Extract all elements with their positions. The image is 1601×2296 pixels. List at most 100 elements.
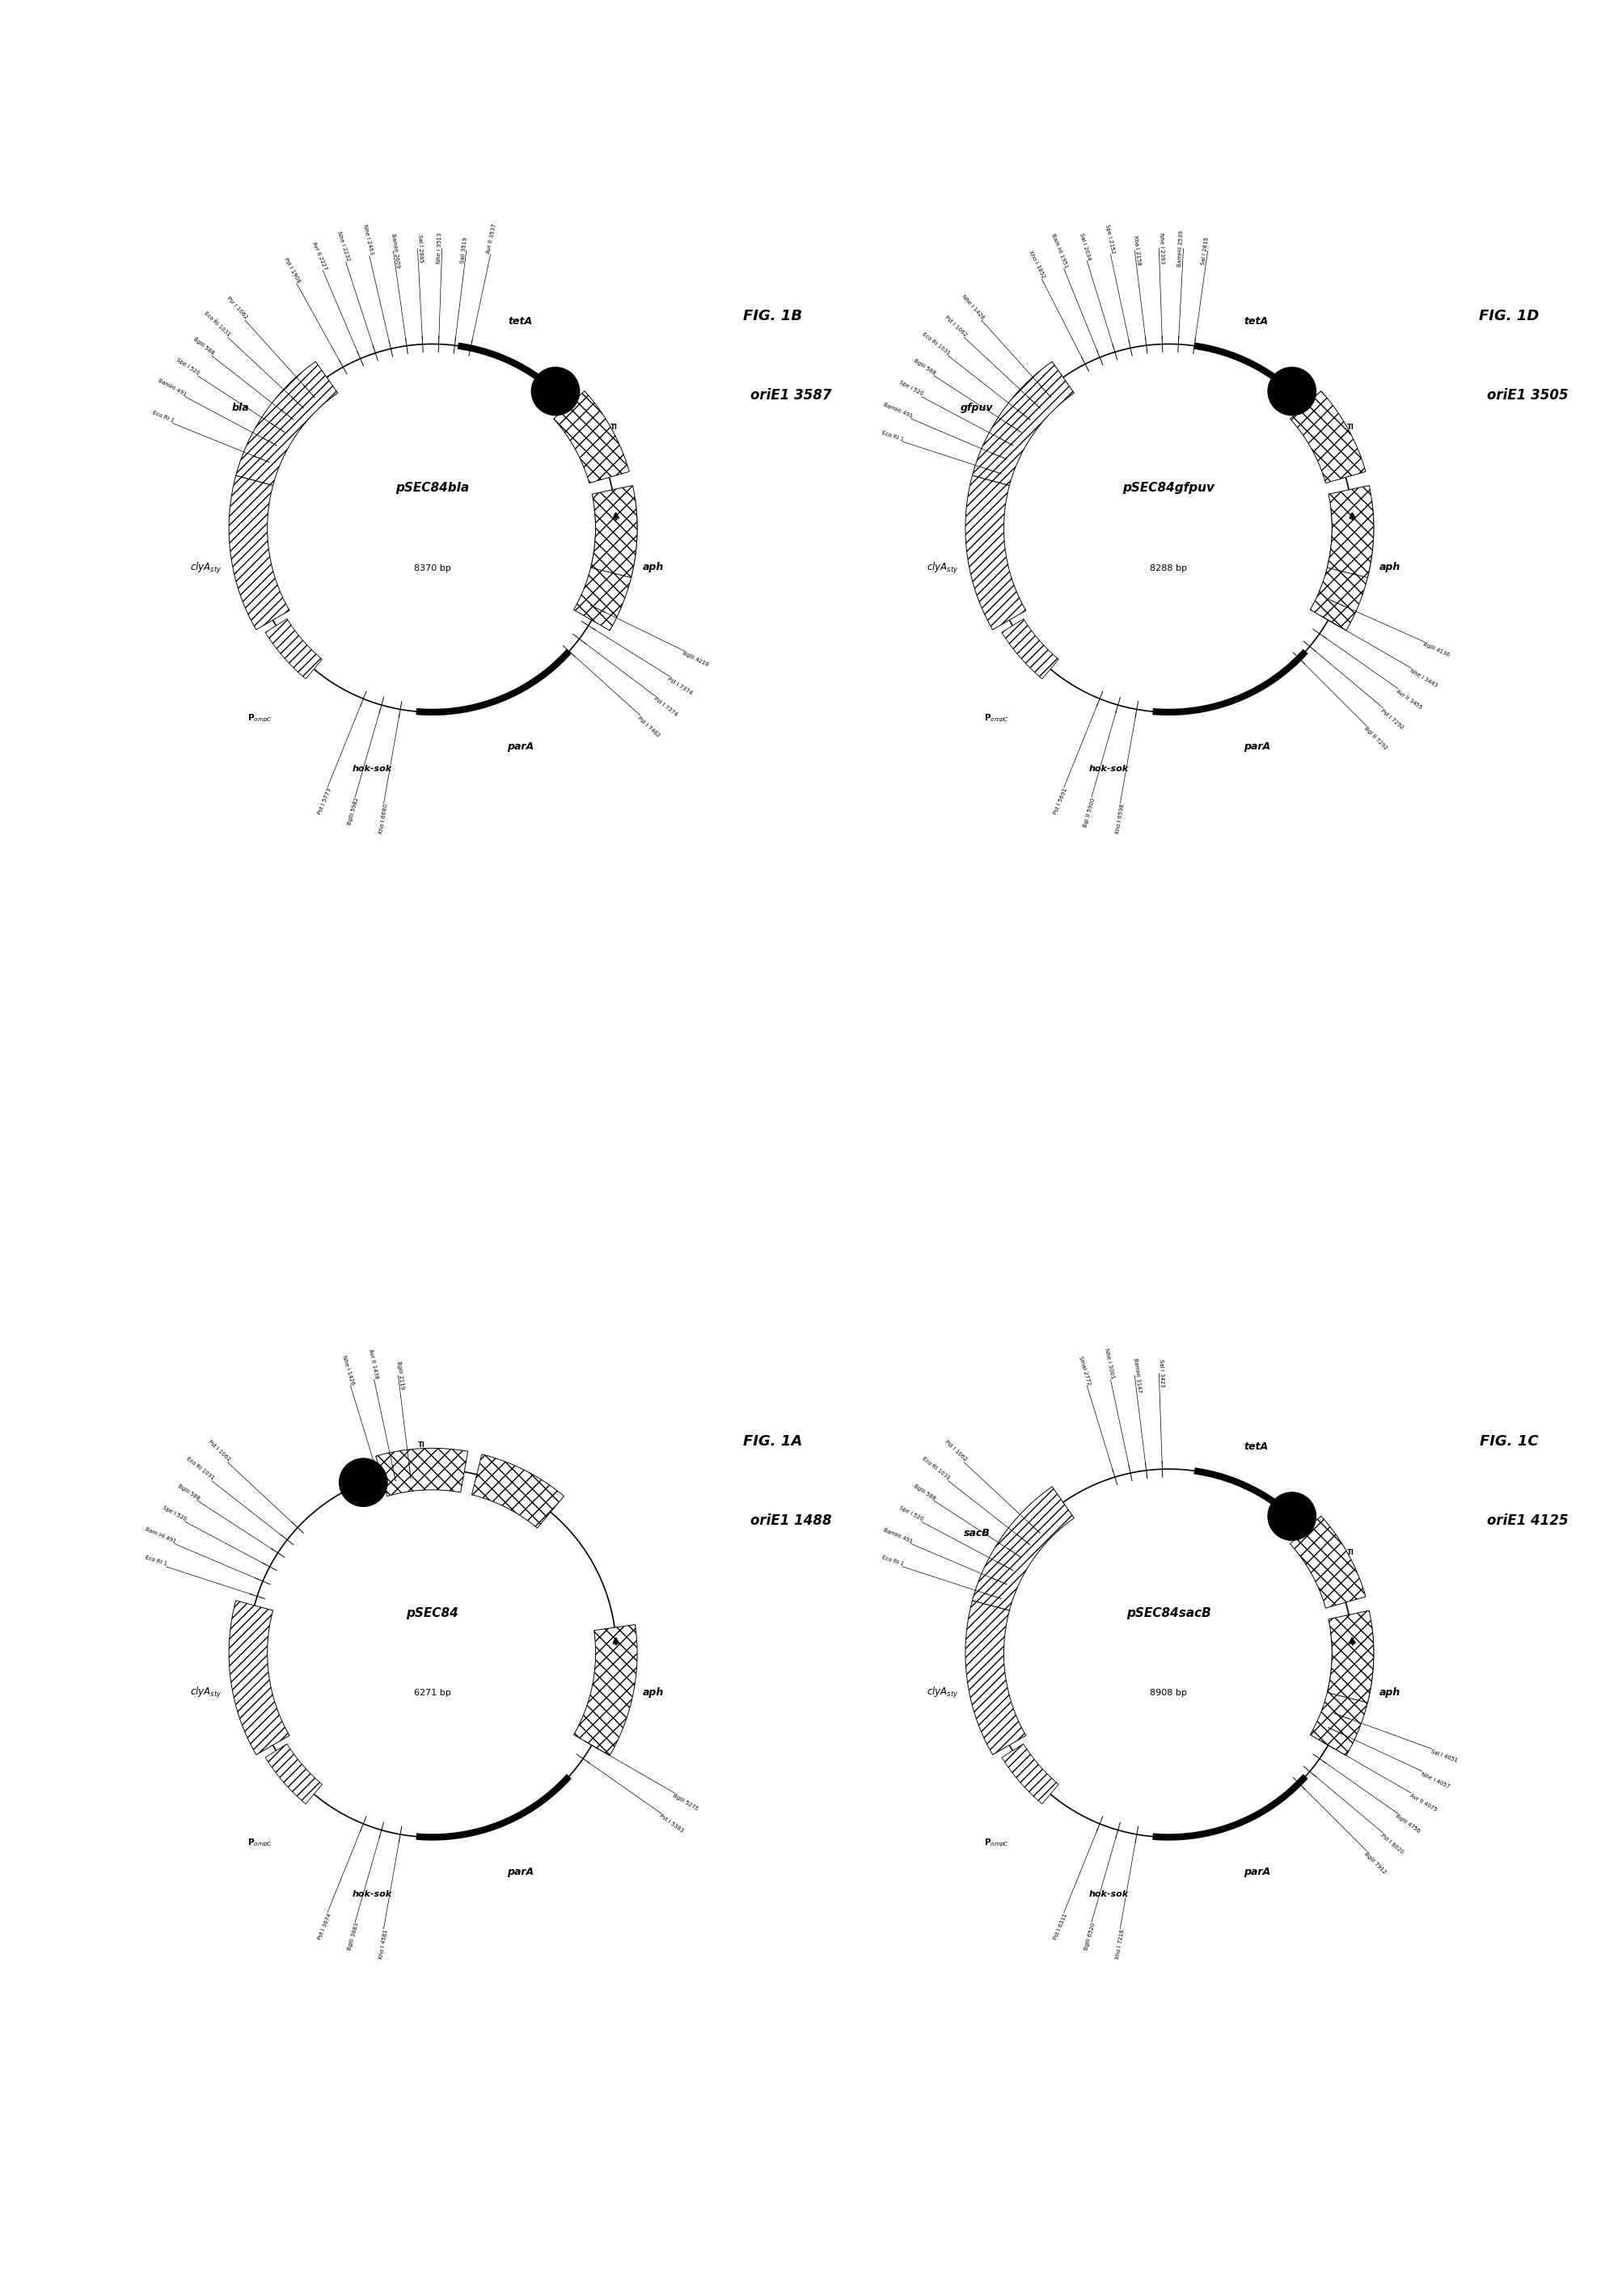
Text: BgI II 7292: BgI II 7292 <box>1362 726 1388 751</box>
Text: Pst I 5773: Pst I 5773 <box>317 788 331 815</box>
Ellipse shape <box>1268 367 1316 416</box>
Text: Spe I 520: Spe I 520 <box>898 1506 924 1522</box>
Text: Nhe I 2393: Nhe I 2393 <box>1159 232 1164 264</box>
Text: gfpuv: gfpuv <box>961 402 993 413</box>
Text: BamHI 3147: BamHI 3147 <box>1132 1357 1142 1394</box>
Text: BglII 5275: BglII 5275 <box>672 1793 700 1812</box>
Text: $clyA_{sty}$: $clyA_{sty}$ <box>191 560 221 576</box>
Text: Pst I 1062: Pst I 1062 <box>207 1440 231 1463</box>
Text: bla: bla <box>232 402 250 413</box>
Polygon shape <box>235 360 338 484</box>
Text: BglII 588: BglII 588 <box>913 1483 937 1502</box>
Polygon shape <box>573 1626 637 1756</box>
Text: Pst I 3674: Pst I 3674 <box>317 1913 331 1940</box>
Text: tetA: tetA <box>508 317 532 326</box>
Text: Pst I 8020: Pst I 8020 <box>1380 1832 1404 1855</box>
Text: SaI I 2034: SaI I 2034 <box>1079 232 1092 259</box>
Text: parA: parA <box>1244 1867 1271 1876</box>
Ellipse shape <box>1268 1492 1316 1541</box>
Text: pSEC84sacB: pSEC84sacB <box>1127 1607 1210 1619</box>
Text: BamHI 491: BamHI 491 <box>882 1527 913 1543</box>
Text: Avr II 2227: Avr II 2227 <box>311 241 327 271</box>
Text: 6271 bp: 6271 bp <box>413 1690 451 1697</box>
Text: BglII 7912: BglII 7912 <box>1362 1851 1386 1874</box>
Polygon shape <box>1290 390 1366 482</box>
Polygon shape <box>965 475 1026 629</box>
Polygon shape <box>1327 1609 1374 1704</box>
Text: oriE1 3505: oriE1 3505 <box>1487 388 1569 402</box>
Text: Eco RI 1: Eco RI 1 <box>144 1554 168 1566</box>
Text: Spe I 520: Spe I 520 <box>898 381 924 397</box>
Text: BglII 5982: BglII 5982 <box>347 797 360 827</box>
Text: FIG. 1C: FIG. 1C <box>1479 1435 1539 1449</box>
Text: Pst I 7292: Pst I 7292 <box>1380 707 1404 730</box>
Text: TI: TI <box>1346 1548 1354 1557</box>
Text: aph: aph <box>1380 563 1401 572</box>
Text: Eco RI 1: Eco RI 1 <box>152 411 175 422</box>
Ellipse shape <box>339 1458 387 1506</box>
Polygon shape <box>229 1600 290 1754</box>
Text: Pst I 1062: Pst I 1062 <box>943 1440 967 1463</box>
Polygon shape <box>1310 501 1374 631</box>
Polygon shape <box>376 1449 467 1497</box>
Text: tetA: tetA <box>1244 317 1268 326</box>
Text: Eco RI 1031: Eco RI 1031 <box>203 310 231 338</box>
Text: Xho I 6598: Xho I 6598 <box>1114 804 1126 836</box>
Text: Avr II 1438: Avr II 1438 <box>368 1348 379 1380</box>
Text: Pst I 7374: Pst I 7374 <box>653 696 679 716</box>
Text: $clyA_{sty}$: $clyA_{sty}$ <box>191 1685 221 1701</box>
Text: hok-sok: hok-sok <box>1089 1890 1129 1899</box>
Text: BglII 6520: BglII 6520 <box>1084 1922 1097 1952</box>
Polygon shape <box>1002 1745 1058 1805</box>
Text: 8288 bp: 8288 bp <box>1150 565 1188 572</box>
Polygon shape <box>972 360 1074 484</box>
Text: Nhe I 2232: Nhe I 2232 <box>336 232 351 262</box>
Text: BamHI 491: BamHI 491 <box>882 402 913 418</box>
Text: $\mathbf{P}_{ompC}$: $\mathbf{P}_{ompC}$ <box>985 712 1009 723</box>
Text: BglII 4136: BglII 4136 <box>1422 643 1451 659</box>
Text: Pst I 5383: Pst I 5383 <box>658 1814 685 1835</box>
Text: $\mathbf{P}_{ompC}$: $\mathbf{P}_{ompC}$ <box>248 1837 272 1848</box>
Text: Avr II 4075: Avr II 4075 <box>1409 1793 1438 1812</box>
Text: $\mathbf{P}_{ompC}$: $\mathbf{P}_{ompC}$ <box>248 712 272 723</box>
Text: aph: aph <box>644 1688 664 1697</box>
Polygon shape <box>1327 484 1374 579</box>
Polygon shape <box>1310 1626 1374 1756</box>
Text: Nhe I 3001: Nhe I 3001 <box>1105 1348 1116 1380</box>
Polygon shape <box>1002 620 1058 680</box>
Text: parA: parA <box>508 1867 535 1876</box>
Text: Nhe I 3443: Nhe I 3443 <box>1409 668 1438 687</box>
Text: aph: aph <box>644 563 664 572</box>
Text: $clyA_{sty}$: $clyA_{sty}$ <box>927 560 957 576</box>
Text: FIG. 1D: FIG. 1D <box>1479 310 1540 324</box>
Polygon shape <box>965 1600 1026 1754</box>
Text: TI: TI <box>418 1442 424 1449</box>
Text: hok-sok: hok-sok <box>352 1890 392 1899</box>
Text: BglII 588: BglII 588 <box>192 338 215 356</box>
Text: BglII 4756: BglII 4756 <box>1394 1814 1422 1835</box>
Text: Nhe I 4057: Nhe I 4057 <box>1420 1773 1451 1789</box>
Text: SaI I 3423: SaI I 3423 <box>1159 1359 1164 1387</box>
Text: Spe I 2152: Spe I 2152 <box>1105 225 1116 255</box>
Text: Xho I 6680: Xho I 6680 <box>378 804 389 836</box>
Polygon shape <box>554 390 629 482</box>
Text: pSEC84bla: pSEC84bla <box>395 482 469 494</box>
Text: BamHII 2539: BamHII 2539 <box>1178 230 1185 266</box>
Polygon shape <box>591 484 637 579</box>
Text: Pst I 7482: Pst I 7482 <box>637 716 661 737</box>
Text: Pst I 7374: Pst I 7374 <box>668 677 693 696</box>
Text: FIG. 1B: FIG. 1B <box>743 310 802 324</box>
Text: $\mathbf{P}_{ompC}$: $\mathbf{P}_{ompC}$ <box>985 1837 1009 1848</box>
Text: TI: TI <box>610 422 618 432</box>
Text: Eco RI 1: Eco RI 1 <box>881 1554 905 1566</box>
Text: hok-sok: hok-sok <box>352 765 392 774</box>
Text: pSEC84: pSEC84 <box>407 1607 458 1619</box>
Text: Pst I 1062: Pst I 1062 <box>943 315 967 338</box>
Text: Nhe I 1428: Nhe I 1428 <box>961 294 985 319</box>
Ellipse shape <box>532 367 580 416</box>
Polygon shape <box>1290 1515 1366 1607</box>
Text: Nhe I 1426: Nhe I 1426 <box>341 1355 355 1384</box>
Text: FIG. 1A: FIG. 1A <box>743 1435 802 1449</box>
Text: Psr I 1062: Psr I 1062 <box>226 296 248 319</box>
Text: SalI 3519: SalI 3519 <box>459 236 467 264</box>
